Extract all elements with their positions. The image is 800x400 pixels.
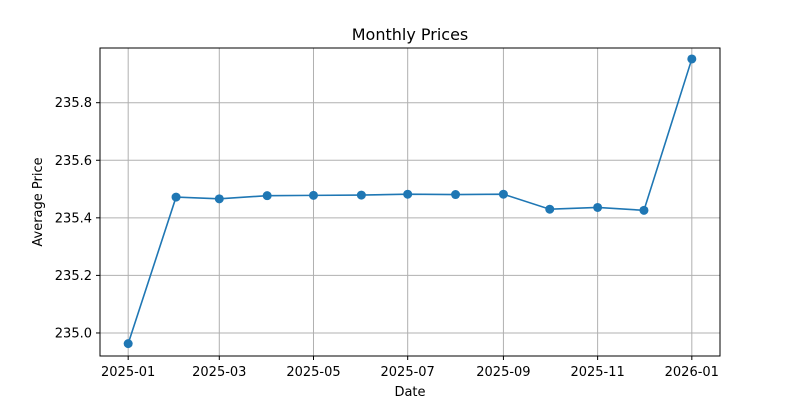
data-point xyxy=(308,190,318,200)
data-point xyxy=(171,192,181,202)
x-tick-label: 2026-01 xyxy=(665,365,719,380)
y-tick-label: 235.6 xyxy=(55,154,92,169)
data-point xyxy=(356,190,366,200)
data-point xyxy=(214,194,224,204)
x-tick-label: 2025-07 xyxy=(381,365,435,380)
x-tick-label: 2025-03 xyxy=(192,365,246,380)
data-point xyxy=(451,190,461,200)
y-tick-label: 235.2 xyxy=(55,269,92,284)
data-series xyxy=(123,54,697,349)
data-point xyxy=(593,202,603,212)
data-point xyxy=(123,339,133,349)
data-point xyxy=(639,205,649,215)
x-axis-label: Date xyxy=(394,385,425,400)
data-point xyxy=(498,189,508,199)
x-tick-label: 2025-11 xyxy=(570,365,624,380)
grid xyxy=(100,48,720,356)
plot-frame xyxy=(99,47,721,357)
x-tick-label: 2025-01 xyxy=(101,365,155,380)
data-point xyxy=(687,54,697,64)
y-tick-label: 235.0 xyxy=(55,326,92,341)
data-point xyxy=(403,189,413,199)
series-line xyxy=(127,58,693,344)
chart-title: Monthly Prices xyxy=(352,25,469,44)
y-tick-label: 235.4 xyxy=(55,211,92,226)
y-axis-label: Average Price xyxy=(31,157,46,246)
axis-ticks: 2025-01 2025-03 2025-05 2025-07 2025-09 2025-… xyxy=(55,96,719,380)
x-tick-label: 2025-05 xyxy=(286,365,340,380)
data-point xyxy=(545,204,555,214)
x-tick-label: 2025-09 xyxy=(476,365,530,380)
data-point xyxy=(262,191,272,201)
y-tick-label: 235.8 xyxy=(55,96,92,111)
